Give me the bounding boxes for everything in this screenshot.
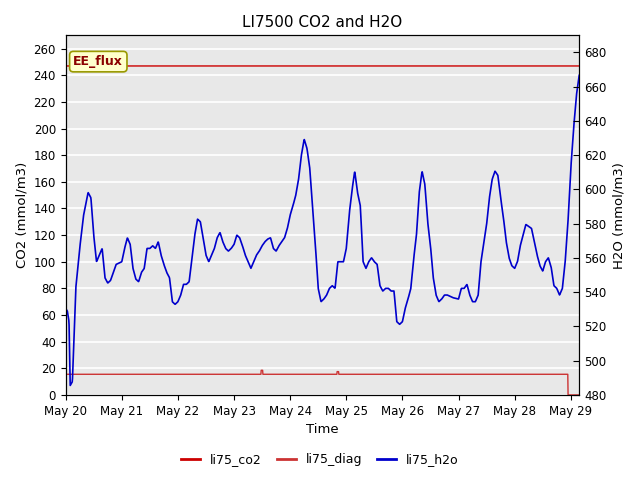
Y-axis label: CO2 (mmol/m3): CO2 (mmol/m3) xyxy=(15,162,28,268)
Legend: li75_co2, li75_diag, li75_h2o: li75_co2, li75_diag, li75_h2o xyxy=(177,448,463,471)
Y-axis label: H2O (mmol/m3): H2O (mmol/m3) xyxy=(612,162,625,269)
Text: EE_flux: EE_flux xyxy=(74,55,124,68)
X-axis label: Time: Time xyxy=(306,423,339,436)
Title: LI7500 CO2 and H2O: LI7500 CO2 and H2O xyxy=(243,15,403,30)
